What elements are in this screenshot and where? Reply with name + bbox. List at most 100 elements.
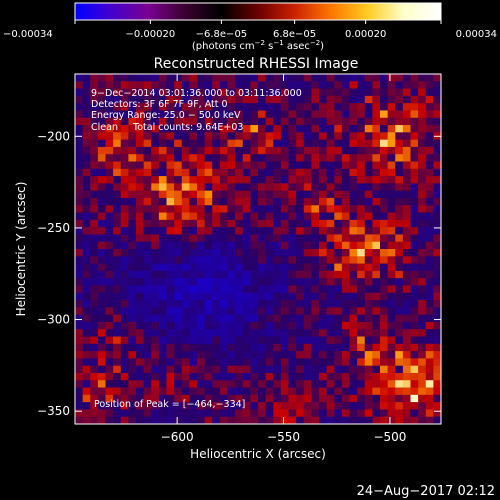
heatmap-cell <box>250 103 259 111</box>
heatmap-cell <box>341 81 350 89</box>
heatmap-cell <box>433 336 442 345</box>
x-tick-label: −550 <box>267 430 300 444</box>
heatmap-cell <box>151 402 160 410</box>
heatmap-cell <box>311 249 320 257</box>
heatmap-cell <box>387 358 396 366</box>
heatmap-cell <box>296 263 305 272</box>
heatmap-cell <box>296 176 305 184</box>
heatmap-cell <box>113 234 122 243</box>
heatmap-cell <box>242 351 251 359</box>
heatmap-cell <box>75 212 83 221</box>
heatmap-cell <box>402 351 411 359</box>
heatmap-cell <box>90 321 99 330</box>
annotation-detectors: Detectors: 3F 6F 7F 9F, Att 0 <box>91 99 228 110</box>
heatmap-cell <box>273 263 282 272</box>
heatmap-cell <box>311 154 320 162</box>
heatmap-cell <box>189 81 198 89</box>
heatmap-cell <box>372 234 381 243</box>
heatmap-cell <box>402 278 411 286</box>
heatmap-cell <box>387 249 396 257</box>
heatmap-cell <box>90 314 99 323</box>
heatmap-cell <box>433 197 442 206</box>
heatmap-cell <box>181 372 190 381</box>
heatmap-cell <box>158 387 167 396</box>
heatmap-cell <box>425 74 434 82</box>
colorbar: −0.00034 −0.00020 −6.8e−05 6.8e−05 0.00020 0.… <box>3 2 497 52</box>
heatmap-cell <box>273 380 282 388</box>
heatmap-cell <box>280 205 289 213</box>
heatmap-cell <box>82 234 91 243</box>
heatmap-cell <box>82 278 91 286</box>
heatmap-cell <box>82 387 91 396</box>
heatmap-cell <box>90 139 99 148</box>
heatmap-cell <box>288 292 297 301</box>
heatmap-cell <box>349 205 358 213</box>
heatmap-cell <box>364 190 373 199</box>
heatmap-cell <box>197 154 205 162</box>
heatmap-cell <box>227 358 236 366</box>
heatmap-cell <box>204 81 213 89</box>
heatmap-cell <box>341 351 350 359</box>
heatmap-cell <box>303 125 312 133</box>
heatmap-cell <box>113 249 122 257</box>
heatmap-cell <box>265 197 274 206</box>
heatmap-cell <box>265 125 274 133</box>
heatmap-cell <box>280 285 289 294</box>
heatmap-cell <box>105 292 114 301</box>
heatmap-cell <box>82 117 91 126</box>
heatmap-cell <box>227 343 236 352</box>
heatmap-cell <box>372 372 381 381</box>
heatmap-cell <box>181 212 190 221</box>
heatmap-cell <box>105 197 114 206</box>
heatmap-cell <box>113 358 122 366</box>
heatmap-cell <box>97 125 106 133</box>
heatmap-cell <box>349 241 358 250</box>
heatmap-cell <box>174 88 183 97</box>
heatmap-cell <box>97 146 106 155</box>
heatmap-cell <box>189 314 198 323</box>
heatmap-cell <box>258 154 266 162</box>
heatmap-cell <box>395 300 404 308</box>
heatmap-cell <box>357 125 366 133</box>
heatmap-cell <box>326 197 335 206</box>
heatmap-cell <box>75 329 83 337</box>
heatmap-cell <box>227 212 236 221</box>
heatmap-cell <box>158 329 167 337</box>
heatmap-cell <box>372 241 381 250</box>
heatmap-cell <box>166 314 175 323</box>
heatmap-cell <box>357 103 366 111</box>
heatmap-cell <box>136 256 144 264</box>
heatmap-cell <box>166 139 175 148</box>
heatmap-cell <box>258 132 266 140</box>
heatmap-cell <box>380 394 388 403</box>
heatmap-cell <box>97 365 106 374</box>
heatmap-cell <box>372 285 381 294</box>
heatmap-cell <box>410 168 419 177</box>
heatmap-cell <box>219 307 228 315</box>
heatmap-cell <box>402 125 411 133</box>
heatmap-cell <box>158 117 167 126</box>
heatmap-cell <box>341 285 350 294</box>
heatmap-cell <box>166 329 175 337</box>
heatmap-cell <box>433 285 442 294</box>
heatmap-cell <box>364 74 373 82</box>
heatmap-cell <box>433 81 442 89</box>
heatmap-cell <box>136 409 144 418</box>
heatmap-cell <box>303 132 312 140</box>
heatmap-cell <box>265 270 274 279</box>
heatmap-cell <box>158 336 167 345</box>
heatmap-cell <box>227 168 236 177</box>
heatmap-cell <box>136 139 144 148</box>
heatmap-cell <box>410 409 419 418</box>
heatmap-cell <box>288 168 297 177</box>
heatmap-cell <box>418 416 427 425</box>
heatmap-cell <box>395 139 404 148</box>
heatmap-cell <box>227 300 236 308</box>
heatmap-cell <box>387 190 396 199</box>
heatmap-cell <box>296 95 305 104</box>
heatmap-cell <box>311 219 320 228</box>
heatmap-cell <box>136 176 144 184</box>
heatmap-cell <box>265 81 274 89</box>
heatmap-cell <box>280 351 289 359</box>
heatmap-cell <box>128 409 137 418</box>
